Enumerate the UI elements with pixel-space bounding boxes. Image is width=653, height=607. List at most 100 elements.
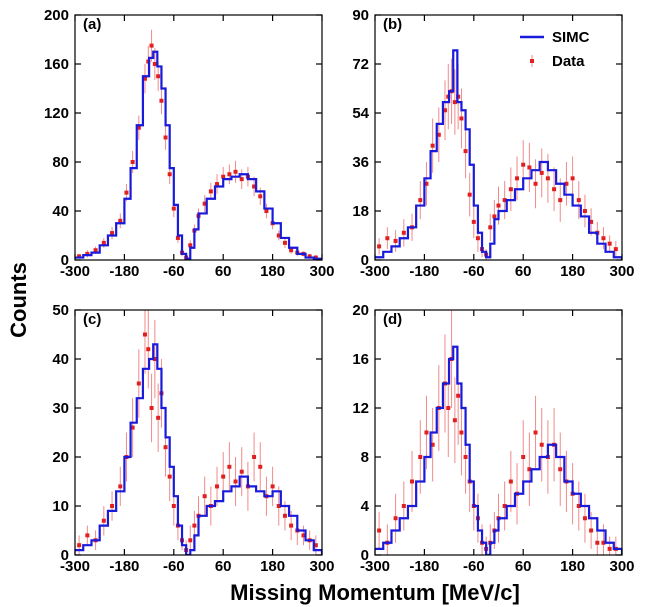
data-point [227,464,232,469]
data-point [595,540,600,545]
plot-frame [74,309,323,556]
plot-frame [374,14,623,261]
data-point [307,254,312,259]
data-point [276,504,281,508]
data-point [142,332,147,337]
data-point [463,455,468,459]
data-point [601,540,606,545]
data-point [418,198,423,203]
plot-frame [74,14,323,261]
data-point [452,100,457,105]
x-tick-label: 60 [215,558,232,575]
y-tick-label: 8 [361,449,369,466]
x-tick-label: -60 [463,558,485,575]
simc-series-line [375,49,622,260]
data-point [377,528,382,533]
legend: SIMC Data [520,29,590,70]
data-point [393,238,398,243]
data-point [410,479,415,484]
y-tick-label: 0 [361,252,369,269]
data-point [589,528,594,533]
x-tick-label: -60 [163,263,185,280]
data-point [502,504,507,508]
data-point [110,504,115,508]
x-tick-label: -60 [163,558,185,575]
data-point [393,516,398,521]
x-tick-label: -60 [463,263,485,280]
simc-series-line [375,345,622,555]
data-point [163,135,168,140]
y-tick-label: 40 [52,203,69,220]
data-point [159,98,164,103]
panel-0: -300 -180 -60 60 180 300 0 40 80 120 160 200 (a) [44,7,335,280]
y-tick-label: 0 [361,547,369,564]
y-tick-label: 36 [352,154,369,171]
x-tick-label: 180 [260,558,285,575]
data-series [377,58,618,260]
y-tick-label: 12 [352,400,369,417]
data-point [227,172,232,177]
data-point [171,504,176,508]
data-point [430,143,435,148]
data-point [233,169,238,174]
panel-3: -300 -180 -60 60 180 300 0 4 8 12 16 20 (d) [352,302,634,575]
data-point [202,494,207,499]
data-point [533,430,538,435]
data-point [221,174,226,179]
data-point [533,181,538,186]
data-point [446,406,451,410]
data-point [282,240,287,245]
data-point [136,381,141,386]
data-point [101,518,106,523]
data-point [456,393,461,398]
x-tick-label: -300 [360,263,390,280]
x-tick-label: 180 [560,558,585,575]
data-point [558,467,563,472]
data-point [152,357,157,361]
data-point [607,546,612,551]
x-tick-label: -300 [60,263,90,280]
x-tick-label: 60 [515,263,532,280]
data-point [258,464,263,469]
data-point [607,241,612,246]
data-point [539,442,544,447]
data-point [188,538,193,543]
data-point [492,214,497,219]
x-tick-label: -180 [109,558,139,575]
panel-label: (c) [83,311,101,328]
data-point [77,254,82,259]
panel-label: (b) [383,16,402,33]
data-point [539,170,544,175]
data-point [582,516,587,521]
data-point [301,533,306,538]
y-tick-label: 4 [361,498,370,515]
data-point [430,442,435,447]
data-point [282,513,287,518]
x-tick-label: 300 [309,263,334,280]
legend-label: SIMC [552,29,590,46]
plot-frame [374,309,623,556]
data-point [576,198,581,203]
data-point [171,206,176,211]
x-tick-label: -180 [409,263,439,280]
data-point [77,543,82,548]
data-point [167,474,172,479]
y-tick-label: 80 [52,154,69,171]
y-tick-label: 10 [52,498,69,515]
data-point [424,181,429,186]
data-point [167,172,172,177]
data-point [146,347,151,352]
data-point [85,251,90,256]
x-tick-label: -180 [109,263,139,280]
x-tick-label: 180 [260,263,285,280]
data-point [221,474,226,479]
legend-swatch-data [530,59,534,63]
data-point [130,425,135,430]
data-point [436,132,441,137]
data-point [471,219,476,224]
x-tick-label: 180 [560,263,585,280]
x-tick-label: 60 [515,558,532,575]
data-point [527,165,532,170]
